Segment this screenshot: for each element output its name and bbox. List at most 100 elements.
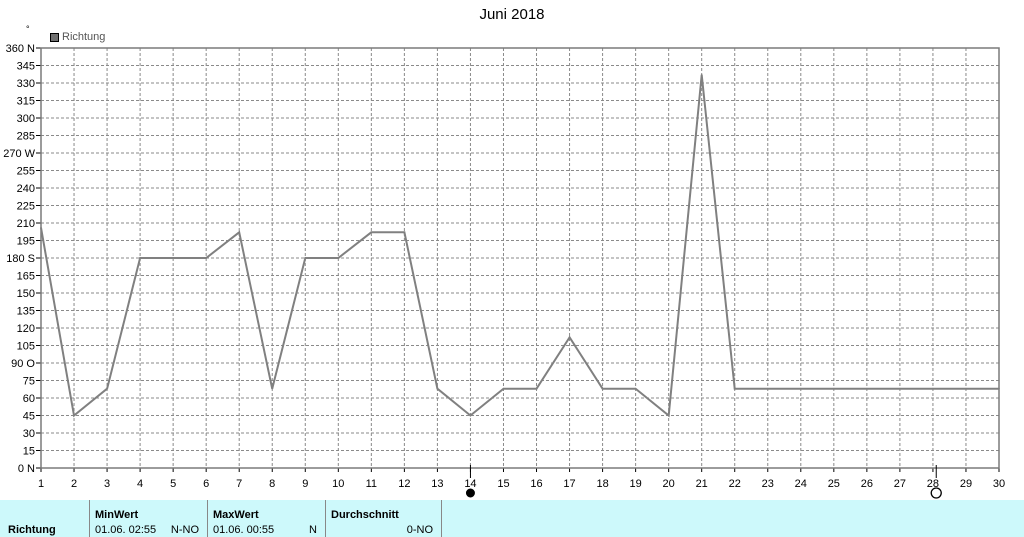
y-tick-label: 225 bbox=[17, 201, 35, 213]
max-date: 01.06. 00:55 bbox=[213, 524, 275, 536]
x-tick-label: 29 bbox=[960, 478, 972, 490]
data-point bbox=[766, 387, 769, 390]
y-tick-label: 30 bbox=[23, 428, 35, 440]
max-direction: N bbox=[309, 524, 317, 536]
chart-title: Juni 2018 bbox=[479, 6, 545, 23]
x-tick-label: 3 bbox=[104, 478, 110, 490]
data-point bbox=[998, 387, 1000, 390]
x-tick-label: 20 bbox=[663, 478, 675, 490]
y-tick-label: 360 N bbox=[6, 43, 35, 55]
legend-swatch bbox=[50, 32, 59, 42]
unit-mark: ° bbox=[26, 24, 30, 34]
data-point bbox=[535, 387, 538, 390]
footer-row-label: Richtung bbox=[8, 524, 56, 536]
x-tick-label: 16 bbox=[530, 478, 542, 490]
y-tick-label: 120 bbox=[17, 323, 35, 335]
y-tick-label: 345 bbox=[17, 61, 35, 73]
x-tick-label: 17 bbox=[563, 478, 575, 490]
data-point bbox=[833, 387, 835, 390]
x-tick-label: 21 bbox=[696, 478, 708, 490]
data-point bbox=[568, 336, 571, 339]
x-tick-label: 7 bbox=[236, 478, 242, 490]
data-point bbox=[271, 387, 274, 390]
x-tick-label: 1 bbox=[38, 478, 44, 490]
max-value-cell: MaxWert 01.06. 00:55 N bbox=[207, 500, 325, 537]
x-tick-label: 5 bbox=[170, 478, 176, 490]
chart-legend: Richtung bbox=[50, 31, 105, 43]
x-tick-label: 10 bbox=[332, 478, 344, 490]
y-tick-label: 285 bbox=[17, 131, 35, 143]
x-tick-label: 13 bbox=[431, 478, 443, 490]
data-point bbox=[700, 74, 703, 76]
data-point bbox=[965, 387, 967, 390]
x-tick-label: 27 bbox=[894, 478, 906, 490]
data-point bbox=[40, 226, 42, 229]
average-direction: 0-NO bbox=[406, 524, 433, 536]
data-point bbox=[899, 387, 901, 390]
min-date: 01.06. 02:55 bbox=[95, 524, 157, 536]
y-tick-label: 255 bbox=[17, 166, 35, 178]
x-tick-label: 11 bbox=[366, 478, 377, 490]
y-tick-label: 300 bbox=[17, 113, 35, 125]
data-point bbox=[799, 387, 802, 390]
data-point bbox=[172, 257, 174, 259]
x-tick-label: 6 bbox=[203, 478, 209, 490]
y-tick-label: 165 bbox=[17, 271, 35, 283]
x-tick-label: 22 bbox=[729, 478, 741, 490]
average-cell: Durchschnitt 0-NO bbox=[325, 500, 442, 537]
min-value-cell: MinWert 01.06. 02:55 N-NO bbox=[89, 500, 207, 537]
data-point bbox=[238, 231, 241, 234]
x-tick-label: 8 bbox=[269, 478, 275, 490]
y-tick-label: 330 bbox=[17, 78, 35, 90]
y-tick-label: 210 bbox=[17, 218, 35, 230]
data-point bbox=[634, 387, 637, 390]
data-point bbox=[337, 257, 340, 259]
y-tick-label: 90 O bbox=[11, 358, 35, 370]
plot-frame bbox=[40, 47, 1000, 469]
data-point bbox=[205, 257, 207, 259]
y-tick-label: 0 N bbox=[18, 463, 35, 475]
x-tick-label: 18 bbox=[596, 478, 608, 490]
marker-filled-circle bbox=[465, 488, 475, 498]
y-tick-label: 195 bbox=[17, 236, 35, 248]
x-tick-label: 19 bbox=[629, 478, 641, 490]
x-tick-label: 25 bbox=[828, 478, 840, 490]
marker-open-circle bbox=[930, 487, 942, 499]
data-point bbox=[469, 414, 472, 417]
series-line-richtung bbox=[40, 74, 999, 418]
x-tick-label: 24 bbox=[795, 478, 807, 490]
x-tick-label: 2 bbox=[71, 478, 77, 490]
min-header: MinWert bbox=[95, 509, 139, 521]
data-point bbox=[403, 231, 406, 234]
data-point bbox=[304, 257, 307, 259]
x-tick-label: 26 bbox=[861, 478, 873, 490]
y-tick-label: 315 bbox=[17, 96, 35, 108]
y-tick-label: 240 bbox=[17, 183, 35, 195]
x-tick-label: 4 bbox=[137, 478, 143, 490]
y-tick-label: 60 bbox=[23, 393, 35, 405]
y-tick-label: 45 bbox=[23, 411, 35, 423]
y-tick-label: 135 bbox=[17, 306, 35, 318]
data-point bbox=[436, 387, 439, 390]
data-point bbox=[733, 387, 736, 390]
legend-label: Richtung bbox=[62, 31, 106, 43]
min-direction: N-NO bbox=[170, 524, 199, 536]
data-point bbox=[866, 387, 868, 390]
x-tick-label: 9 bbox=[302, 478, 308, 490]
data-point bbox=[932, 387, 934, 390]
data-point bbox=[106, 387, 108, 390]
y-tick-label: 180 S bbox=[6, 253, 35, 265]
y-tick-label: 150 bbox=[17, 288, 35, 300]
x-tick-label: 15 bbox=[497, 478, 509, 490]
x-tick-label: 30 bbox=[993, 478, 1005, 490]
x-tick-label: 23 bbox=[762, 478, 774, 490]
data-point bbox=[502, 387, 505, 390]
average-header: Durchschnitt bbox=[331, 509, 399, 521]
y-tick-label: 105 bbox=[17, 341, 35, 353]
x-tick-label: 12 bbox=[398, 478, 410, 490]
data-point bbox=[667, 414, 670, 417]
x-tick-label: 14 bbox=[464, 478, 476, 490]
data-point bbox=[139, 257, 141, 259]
y-tick-label: 75 bbox=[23, 376, 35, 388]
